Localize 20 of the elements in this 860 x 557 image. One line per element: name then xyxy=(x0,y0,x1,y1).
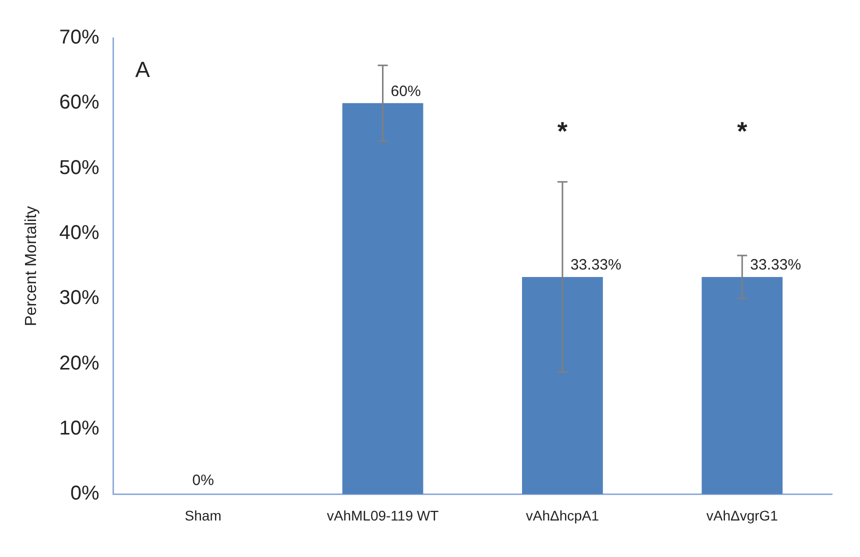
y-tick-label: 40% xyxy=(59,222,100,244)
annotation: A xyxy=(135,57,150,82)
y-tick-label: 70% xyxy=(59,26,100,49)
y-axis-title: Percent Mortality xyxy=(23,206,40,326)
x-tick-label: vAhΔhcpA1 xyxy=(526,507,600,524)
data-label: 33.33% xyxy=(570,256,622,274)
x-tick-label: Sham xyxy=(184,507,222,524)
y-tick-label: 20% xyxy=(59,352,100,374)
annotation: * xyxy=(557,116,568,146)
y-tick-label: 10% xyxy=(59,418,100,440)
data-label: 60% xyxy=(390,82,421,100)
y-tick-label: 0% xyxy=(70,482,100,505)
y-tick-label: 30% xyxy=(59,287,100,310)
y-tick-label: 60% xyxy=(59,92,100,114)
data-label: 0% xyxy=(192,472,214,489)
x-tick-label: vAhΔvgrG1 xyxy=(706,507,778,524)
annotation: * xyxy=(737,116,748,146)
y-tick-label: 50% xyxy=(59,156,100,179)
data-label: 33.33% xyxy=(750,256,802,274)
x-tick-label: vAhML09-119 WT xyxy=(326,507,440,524)
